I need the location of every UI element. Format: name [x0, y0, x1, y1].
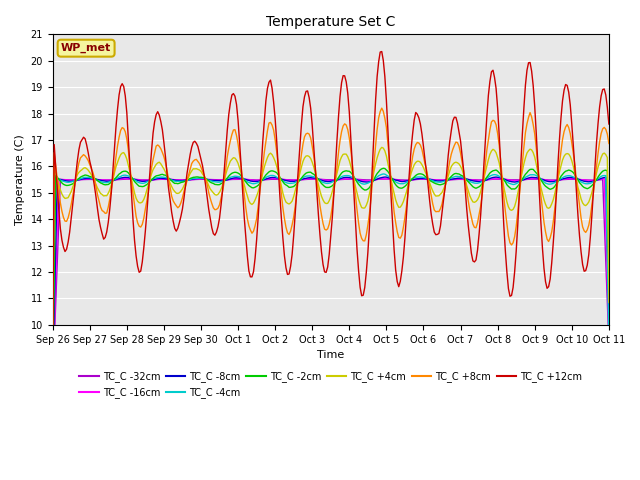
X-axis label: Time: Time: [317, 350, 344, 360]
Legend: TC_C -32cm, TC_C -16cm, TC_C -8cm, TC_C -4cm, TC_C -2cm, TC_C +4cm, TC_C +8cm, T: TC_C -32cm, TC_C -16cm, TC_C -8cm, TC_C …: [76, 368, 586, 402]
Y-axis label: Temperature (C): Temperature (C): [15, 134, 25, 225]
Title: Temperature Set C: Temperature Set C: [266, 15, 396, 29]
Text: WP_met: WP_met: [61, 43, 111, 53]
